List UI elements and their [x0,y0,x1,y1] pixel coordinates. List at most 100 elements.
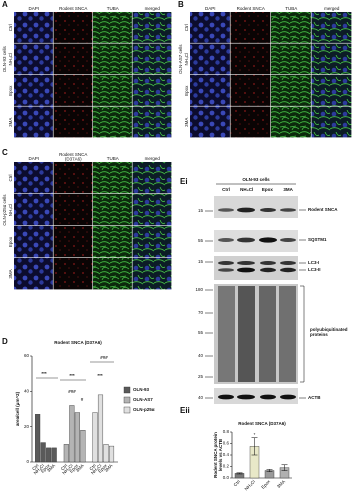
micrograph [14,226,53,258]
micrograph [14,75,53,106]
error-bar [251,437,258,456]
protein-bracket [300,285,305,383]
micrograph [93,258,132,290]
micrograph [53,226,93,258]
panel-label: C [2,148,8,157]
micrograph [14,258,53,290]
micrograph [53,258,93,290]
row-label: 3MA [184,118,189,127]
micrograph [190,106,230,138]
micrograph [132,226,172,258]
micrograph [93,75,132,106]
column-header: TUBA [107,6,119,11]
marker-label: 40 [198,353,204,358]
micrograph [14,43,53,75]
micrograph [53,43,93,75]
micrograph [190,43,230,75]
micrograph [93,162,132,194]
cell-line-label: OLN-AS7 cells [178,44,183,74]
legend-swatch [123,406,131,414]
bar [74,412,80,463]
protein-label: ACTB [308,395,321,400]
chart-title: Rodent SNCA (D37A6) [238,421,286,426]
column-header: TUBA [285,6,297,11]
micrograph [93,226,132,258]
error-bar [281,464,288,471]
panel-label: B [178,0,184,9]
x-tick-label: 3MA [276,479,286,489]
y-tick-label: 0 [26,459,29,464]
protein-label: Rodent SNCA [308,207,338,212]
row-label: Epox [8,236,13,247]
y-tick-label: 0.4 [223,452,230,457]
row-label: Ctrl [8,24,13,31]
column-header: merged [145,156,161,161]
micrograph [311,106,352,138]
bar [103,444,109,463]
micrograph [190,12,230,43]
row-label: Ctrl [8,175,13,182]
micrograph [271,43,311,75]
lane-label: Ctrl [222,187,230,192]
legend-label: OLN-AS7 [133,397,153,402]
annotation: * [254,432,256,437]
bar [51,447,57,463]
legend-label: OLN-p25α [133,407,155,412]
annotation: *** [41,371,47,376]
column-header: merged [324,6,340,11]
column-header: Rodent SNCA [59,152,87,157]
panel-label: D [2,337,8,346]
micrograph [230,75,271,106]
marker-label: 180 [195,287,203,292]
micrograph [271,75,311,106]
micrograph [230,43,271,75]
micrograph [132,194,172,226]
lane-label: 3MA [283,187,293,192]
y-axis-label: Rodent SNCA protein [213,432,218,478]
micrograph [93,12,132,43]
x-tick-label: Ctrl [31,463,39,471]
protein-label: LC3-II [308,267,321,272]
x-tick-label: Epox [69,462,80,473]
annotation: # [81,397,84,402]
lane-label: Epox [262,187,273,192]
y-axis-label: area/cell (μm^2) [15,391,20,426]
bar [69,405,75,463]
x-tick-label: 3MA [46,463,56,473]
y-tick-label: 20 [24,424,30,429]
micrograph [14,194,53,226]
legend-swatch [123,386,131,394]
micrograph [190,75,230,106]
annotation: *** [69,373,75,378]
x-tick-label: NH₄Cl [244,479,256,491]
protein-label: polyubiquitinated [310,327,348,332]
lane-label: NH₄Cl [240,187,253,192]
bar [46,447,52,463]
micrograph [230,12,271,43]
western-blot-image [214,196,298,404]
marker-label: 25 [198,374,204,379]
micrograph [93,106,132,138]
error-bar [236,472,243,475]
protein-label: LC3-I [308,260,319,265]
y-tick-label: 40 [24,389,30,394]
micrograph [53,75,93,106]
row-label: Epox [184,85,189,96]
bar [35,414,41,463]
x-tick-label: 3MA [75,463,85,473]
protein-label: SQSTM1 [308,237,327,242]
chart-title: Rodent SNCA (D37A6) [54,340,102,345]
micrograph [53,162,93,194]
micrograph [53,106,93,138]
column-header: Rodent SNCA [237,6,265,11]
annotation: *** [97,373,103,378]
column-header: merged [145,6,161,11]
y-axis-label: levels vs ACTB [218,438,223,471]
micrograph [53,194,93,226]
micrograph [132,106,172,138]
micrograph [14,162,53,194]
marker-label: 15 [198,259,204,264]
y-tick-label: 0.8 [223,429,230,434]
bar [108,445,115,463]
